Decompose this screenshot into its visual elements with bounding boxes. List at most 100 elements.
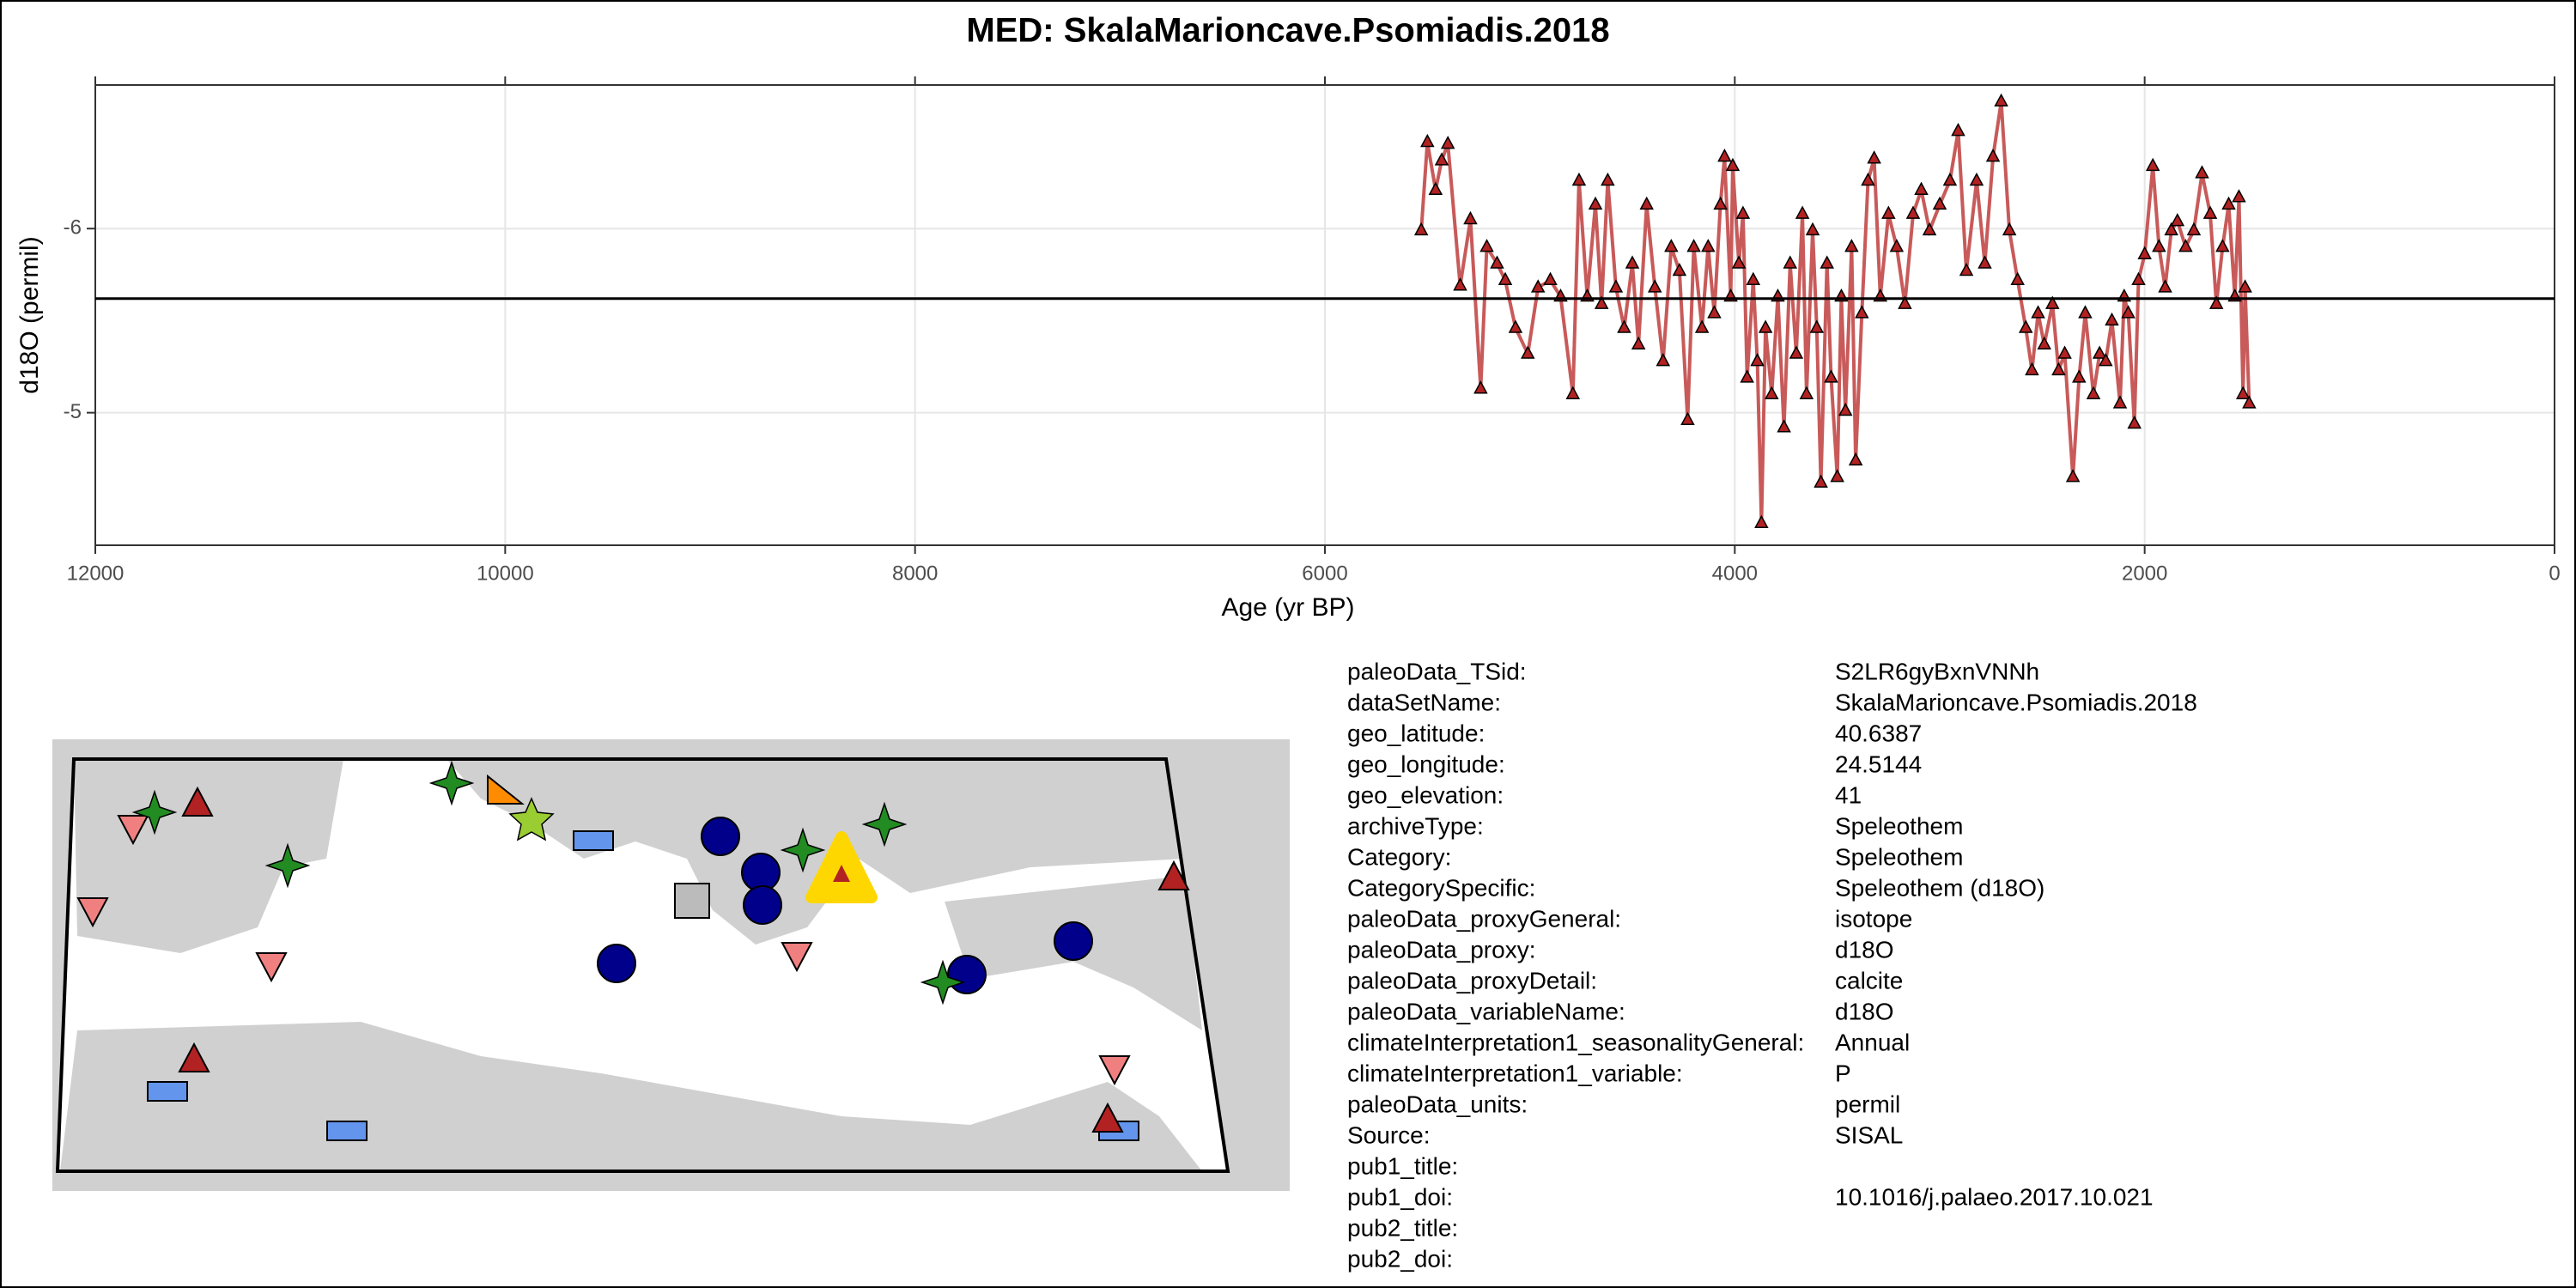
y-tick-label: -5	[64, 400, 82, 423]
meta-key: pub2_doi:	[1347, 1245, 1453, 1272]
site-marker	[1054, 921, 1093, 961]
data-point	[1750, 353, 1765, 367]
data-point	[2121, 305, 2136, 319]
x-tick-label: 4000	[1712, 562, 1758, 585]
data-point	[1707, 305, 1722, 319]
data-point	[1758, 319, 1773, 333]
data-point	[1571, 172, 1587, 186]
data-point	[1951, 123, 1965, 137]
data-point	[1932, 196, 1947, 210]
data-point	[2170, 213, 2185, 227]
meta-key: paleoData_variableName:	[1347, 998, 1625, 1024]
site-marker	[508, 797, 555, 841]
site-marker	[701, 817, 740, 856]
meta-key: climateInterpretation1_variable:	[1347, 1060, 1683, 1086]
x-tick-label: 2000	[2122, 562, 2167, 585]
data-point	[1713, 196, 1728, 210]
data-point	[1740, 369, 1754, 383]
data-point	[2092, 345, 2107, 359]
meta-key: CategorySpecific:	[1347, 874, 1535, 901]
meta-key: paleoData_proxyGeneral:	[1347, 905, 1621, 932]
meta-value: calcite	[1835, 967, 1903, 993]
site-marker	[487, 774, 525, 805]
site-marker	[131, 789, 178, 835]
meta-key: Source:	[1347, 1121, 1431, 1148]
site-marker	[264, 842, 311, 889]
data-point	[1463, 210, 1478, 225]
data-point	[1814, 474, 1828, 488]
data-point	[2018, 319, 2033, 333]
data-point	[2164, 222, 2178, 236]
meta-value: Speleothem	[1835, 812, 1963, 839]
data-point	[1799, 386, 1814, 399]
meta-value: isotope	[1835, 905, 1912, 932]
data-point	[1694, 319, 1710, 333]
data-point	[1994, 93, 2008, 107]
chart-title: MED: SkalaMarioncave.Psomiadis.2018	[966, 12, 1609, 50]
meta-value: P	[1835, 1060, 1851, 1086]
site-marker	[147, 1081, 188, 1102]
data-point	[1434, 152, 1449, 166]
y-tick-label: -6	[64, 216, 82, 240]
data-point	[1898, 295, 1912, 309]
data-point	[1686, 239, 1701, 252]
data-point	[2037, 336, 2051, 350]
meta-key: geo_latitude:	[1347, 720, 1485, 746]
meta-key: archiveType:	[1347, 812, 1484, 839]
data-point	[1735, 205, 1751, 219]
data-point	[1754, 514, 1769, 529]
data-point	[2065, 469, 2081, 483]
data-point	[2242, 395, 2257, 409]
data-point	[1905, 205, 1921, 219]
meta-value: d18O	[1835, 998, 1894, 1024]
site-marker	[780, 827, 826, 873]
meta-value: Speleothem (d18O)	[1835, 874, 2044, 901]
data-point	[2031, 305, 2045, 319]
site-marker	[117, 815, 149, 846]
data-point	[1867, 150, 1881, 164]
data-point	[1701, 239, 1716, 252]
data-point	[1473, 380, 1488, 394]
data-point	[1479, 239, 1494, 252]
data-point	[2232, 189, 2246, 203]
data-point	[2186, 222, 2202, 236]
meta-key: paleoData_proxy:	[1347, 936, 1535, 963]
data-point	[1588, 196, 1603, 210]
data-point	[1824, 369, 1838, 383]
site-marker	[178, 1042, 210, 1072]
data-point	[1413, 222, 1429, 236]
site-marker	[76, 897, 109, 928]
data-point	[1672, 262, 1687, 276]
meta-value: 41	[1835, 781, 1862, 808]
data-point	[1795, 205, 1810, 219]
meta-key: paleoData_proxyDetail:	[1347, 967, 1597, 993]
data-point	[2131, 271, 2146, 286]
site-marker	[743, 885, 782, 925]
data-point	[1565, 386, 1581, 399]
x-axis-label: Age (yr BP)	[1221, 593, 1354, 622]
data-point	[2221, 196, 2236, 210]
meta-value: Annual	[1835, 1029, 1910, 1055]
site-marker	[573, 830, 614, 851]
meta-value: SISAL	[1835, 1121, 1903, 1148]
data-point	[2112, 395, 2128, 409]
meta-key: pub2_title:	[1347, 1214, 1458, 1241]
site-marker	[428, 760, 475, 806]
data-point	[1601, 172, 1615, 186]
data-point	[2235, 386, 2251, 399]
data-point	[2208, 295, 2224, 309]
data-point	[1664, 239, 1679, 252]
site-marker	[1157, 860, 1190, 890]
data-point	[1420, 133, 1435, 148]
data-point	[2072, 369, 2087, 383]
data-point	[1777, 419, 1791, 433]
data-point	[1428, 181, 1443, 195]
data-point	[1922, 222, 1937, 236]
data-point	[1861, 172, 1875, 186]
meta-key: geo_longitude:	[1347, 750, 1505, 777]
meta-key: paleoData_units:	[1347, 1091, 1528, 1117]
x-tick-label: 10000	[477, 562, 534, 585]
meta-value: S2LR6gyBxnVNNh	[1835, 658, 2039, 684]
y-axis-label: d18O (permil)	[15, 236, 44, 393]
